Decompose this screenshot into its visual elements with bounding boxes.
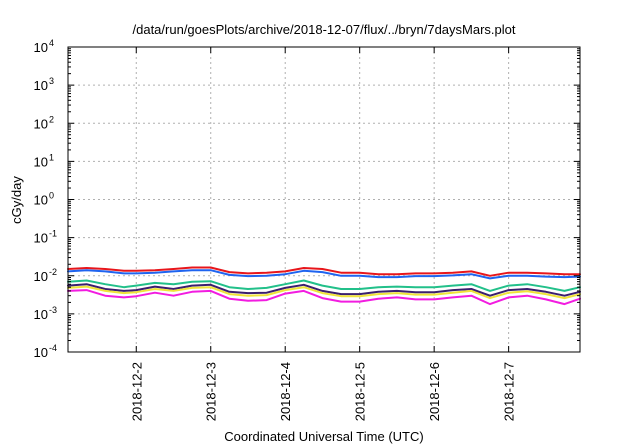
y-tick-exponent: -4 bbox=[49, 343, 57, 353]
x-tick-label: 2018-12-6 bbox=[427, 362, 442, 421]
series-layer bbox=[67, 266, 581, 306]
series-line-6 bbox=[67, 289, 581, 306]
y-tick-exponent: 0 bbox=[49, 191, 54, 201]
x-tick-label: 2018-12-4 bbox=[278, 362, 293, 421]
y-tick-exponent: -2 bbox=[49, 267, 57, 277]
y-tick-exponent: -3 bbox=[49, 305, 57, 315]
y-tick-label: 10 bbox=[34, 116, 48, 131]
x-tick-label: 2018-12-7 bbox=[502, 362, 517, 421]
x-tick-label: 2018-12-5 bbox=[353, 362, 368, 421]
x-tick-label: 2018-12-3 bbox=[204, 362, 219, 421]
y-tick-label: 10 bbox=[34, 154, 48, 169]
y-tick-exponent: 4 bbox=[49, 38, 54, 48]
series-line-5 bbox=[67, 285, 581, 300]
x-tick-label: 2018-12-2 bbox=[129, 362, 144, 421]
x-axis-label: Coordinated Universal Time (UTC) bbox=[224, 429, 423, 444]
y-axis-label: cGy/day bbox=[9, 176, 24, 224]
series-line-3 bbox=[67, 279, 581, 292]
x-axis: 2018-12-2 2018-12-3 2018-12-4 2018-12-5 2018… bbox=[129, 47, 517, 421]
y-tick-exponent: 2 bbox=[49, 114, 54, 124]
y-tick-label: 10 bbox=[34, 231, 48, 246]
y-tick-label: 10 bbox=[34, 78, 48, 93]
y-tick-label: 10 bbox=[34, 40, 48, 55]
y-tick-label: 10 bbox=[34, 193, 48, 208]
y-tick-label: 10 bbox=[34, 269, 48, 284]
chart-title: /data/run/goesPlots/archive/2018-12-07/f… bbox=[133, 22, 516, 37]
series-line-4 bbox=[67, 283, 581, 297]
series-line-2 bbox=[67, 269, 581, 280]
y-tick-exponent: 1 bbox=[49, 152, 54, 162]
y-tick-label: 10 bbox=[34, 307, 48, 322]
y-tick-exponent: -1 bbox=[49, 229, 57, 239]
y-tick-exponent: 3 bbox=[49, 76, 54, 86]
grid-layer bbox=[68, 47, 580, 352]
series-line-1 bbox=[67, 266, 581, 277]
y-tick-label: 10 bbox=[34, 345, 48, 360]
